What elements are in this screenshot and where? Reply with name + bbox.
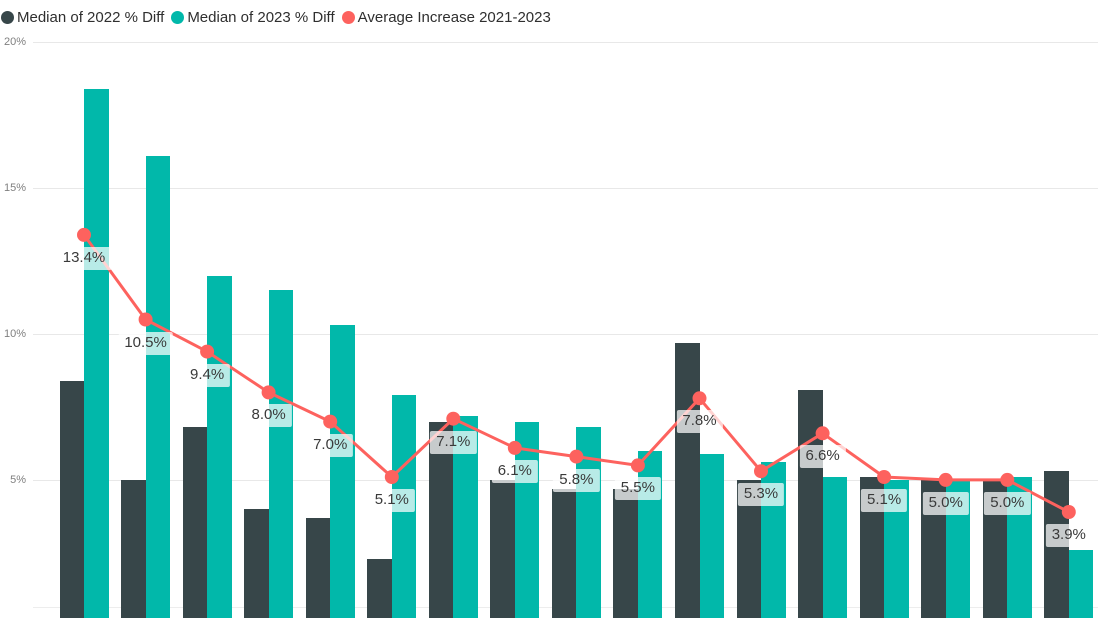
line-data-label: 5.5%: [614, 477, 661, 501]
line-point[interactable]: [1000, 472, 1015, 487]
gridline: [33, 334, 1098, 336]
legend-label-2022: Median of 2022 % Diff: [17, 9, 165, 26]
bar-2022[interactable]: [551, 488, 577, 618]
bar-2022[interactable]: [613, 488, 638, 618]
bar-2022[interactable]: [121, 479, 146, 618]
line-data-label: 13.4%: [56, 246, 112, 270]
legend-label-average: Average Increase 2021-2023: [357, 9, 551, 26]
bar-2022[interactable]: [428, 421, 454, 618]
legend: Median of 2022 % Diff Median of 2023 % D…: [1, 9, 551, 26]
legend-item-average-increase[interactable]: Average Increase 2021-2023: [341, 9, 551, 26]
line-point[interactable]: [1061, 505, 1076, 519]
gridline: [33, 188, 1098, 190]
bar-2022[interactable]: [59, 380, 84, 618]
line-data-label: 7.0%: [307, 433, 354, 457]
legend-marker-average-icon: [341, 11, 355, 24]
line-data-label: 8.0%: [245, 404, 292, 428]
line-point[interactable]: [323, 414, 338, 429]
gridline: [33, 42, 1098, 44]
bar-2023[interactable]: [84, 89, 109, 618]
y-axis-tick-label: 15%: [3, 182, 26, 195]
y-axis-tick-label: 5%: [10, 473, 26, 486]
line-data-label: 3.9%: [1045, 524, 1092, 547]
line-point[interactable]: [630, 458, 645, 473]
line-data-label: 7.8%: [676, 410, 723, 434]
line-data-label: 5.0%: [984, 491, 1031, 515]
bar-2022[interactable]: [675, 342, 700, 618]
bar-2022[interactable]: [367, 558, 392, 618]
line-point[interactable]: [384, 470, 399, 484]
y-axis-tick-label: 10%: [3, 328, 26, 341]
line-data-label: 5.1%: [860, 489, 908, 512]
line-data-label: 7.1%: [430, 430, 477, 454]
bar-2023[interactable]: [514, 421, 540, 618]
bar-2022[interactable]: [490, 479, 515, 618]
bar-2022[interactable]: [244, 509, 269, 618]
legend-item-median-2022[interactable]: Median of 2022 % Diff: [1, 9, 164, 26]
line-data-label: 10.5%: [118, 331, 173, 355]
bar-2023[interactable]: [207, 275, 232, 618]
line-point[interactable]: [754, 464, 768, 479]
bar-2023[interactable]: [699, 453, 724, 618]
line-point[interactable]: [138, 312, 153, 327]
line-data-label: 5.3%: [737, 483, 785, 507]
line-point[interactable]: [877, 470, 892, 484]
line-point[interactable]: [446, 411, 461, 426]
legend-marker-2023-icon: [171, 11, 185, 24]
bar-2023[interactable]: [268, 290, 294, 618]
line-point[interactable]: [77, 227, 91, 242]
line-data-label: 5.0%: [922, 491, 969, 515]
line-data-label: 5.8%: [553, 468, 600, 492]
bar-2023[interactable]: [1068, 550, 1094, 618]
legend-item-median-2023[interactable]: Median of 2023 % Diff: [171, 9, 335, 26]
y-axis-tick-label: 20%: [3, 36, 26, 49]
legend-label-2023: Median of 2023 % Diff: [187, 9, 335, 26]
line-point[interactable]: [815, 426, 830, 441]
bar-2023[interactable]: [145, 156, 171, 618]
line-point[interactable]: [507, 440, 522, 455]
line-data-label: 6.1%: [491, 459, 538, 483]
line-data-label: 9.4%: [183, 363, 231, 387]
bar-2023[interactable]: [330, 325, 355, 618]
bar-2023[interactable]: [822, 477, 848, 618]
legend-marker-2022-icon: [1, 11, 14, 24]
line-data-label: 6.6%: [799, 445, 846, 469]
line-point[interactable]: [938, 472, 953, 487]
line-point[interactable]: [200, 344, 215, 359]
line-point[interactable]: [692, 391, 707, 406]
bar-2022[interactable]: [182, 427, 208, 618]
bar-2022[interactable]: [305, 517, 331, 618]
line-data-label: 5.1%: [368, 489, 415, 512]
line-point[interactable]: [261, 385, 276, 400]
bar-2022[interactable]: [798, 389, 823, 618]
line-point[interactable]: [569, 449, 584, 464]
